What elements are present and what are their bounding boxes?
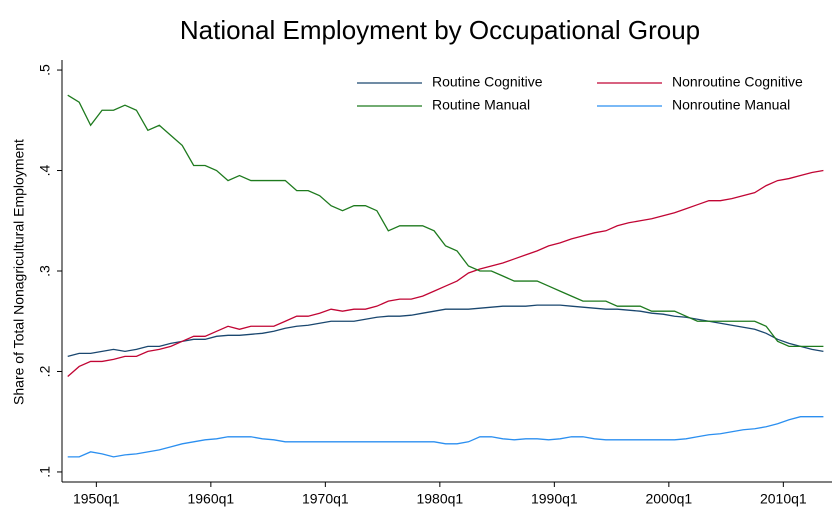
legend-label: Routine Cognitive [432,74,543,90]
legend-label: Nonroutine Cognitive [672,74,803,90]
x-tick-label: 1990q1 [531,491,578,507]
y-tick-label: .1 [37,466,53,478]
series-line [67,304,824,358]
x-tick-label: 2000q1 [645,491,692,507]
series-line [67,416,824,458]
y-tick-label: .5 [37,64,53,76]
x-tick-label: 2010q1 [760,491,807,507]
y-tick-label: .3 [37,265,53,277]
x-tick-label: 1950q1 [73,491,120,507]
legend-label: Routine Manual [432,97,530,113]
legend-label: Nonroutine Manual [672,97,790,113]
chart-title: National Employment by Occupational Grou… [180,15,700,45]
x-tick-label: 1970q1 [302,491,349,507]
y-axis-title: Share of Total Nonagricultural Employmen… [11,139,27,405]
series-line [67,94,824,348]
y-tick-label: .4 [37,164,53,176]
series-line [67,169,824,377]
y-tick-label: .2 [37,365,53,377]
x-tick-label: 1980q1 [416,491,463,507]
x-tick-label: 1960q1 [187,491,234,507]
